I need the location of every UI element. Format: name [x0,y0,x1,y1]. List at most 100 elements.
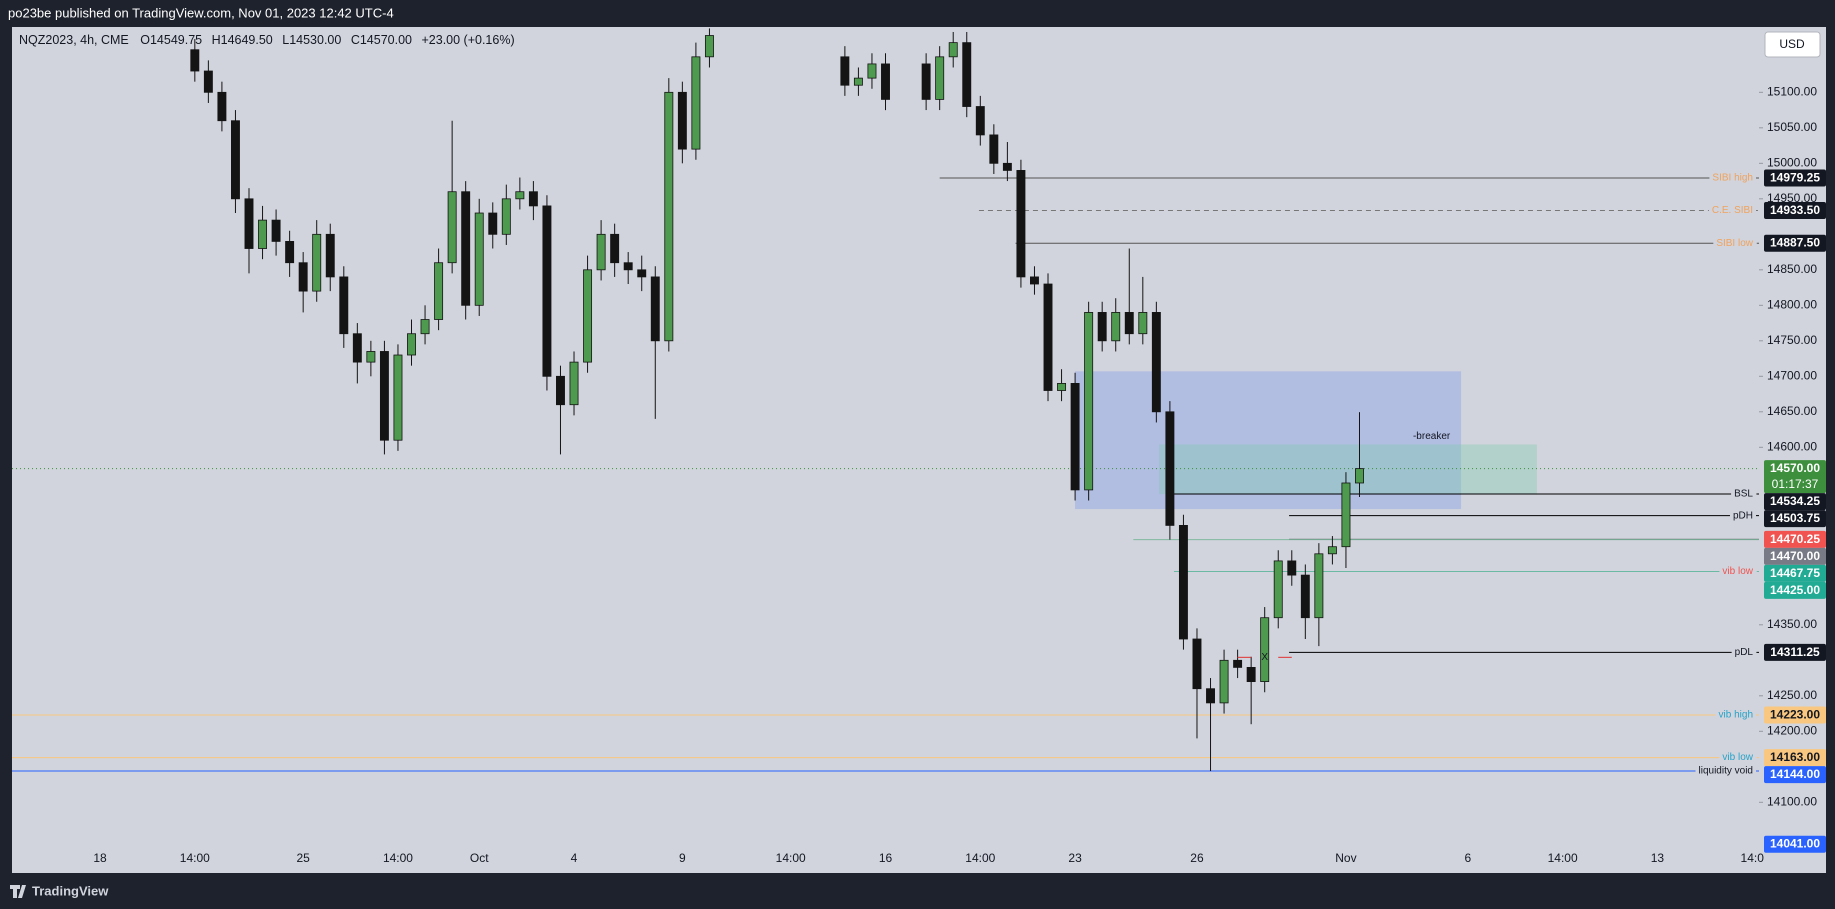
y-tick-label: 14650.00 [1767,404,1817,418]
price-box-label: 14570.00 [1770,461,1820,475]
y-tick-label: 14750.00 [1767,333,1817,347]
high-value: H14649.50 [212,33,273,47]
y-tick-label: 14950.00 [1767,191,1817,205]
candle-body [1219,659,1229,704]
price-box [1764,706,1826,724]
candle-body [379,351,389,441]
level-label: vib low [1722,752,1753,763]
price-box-label: 14425.00 [1770,583,1820,597]
candle-body [867,63,877,79]
candle-body [203,70,213,93]
x-tick-label: 16 [879,851,893,865]
candle-body [352,333,362,363]
candle-body [1260,617,1270,683]
candle-body [1084,312,1094,491]
candle-body [664,91,674,342]
price-box [1764,460,1826,494]
candle-body [596,233,606,271]
candle-body [1206,688,1215,704]
x-tick-label: Oct [470,851,489,865]
candle-body [1341,482,1351,548]
candle-body [691,56,701,150]
y-tick-label: 15000.00 [1767,155,1817,169]
x-tick-label: 9 [679,851,686,865]
candle-body [881,63,890,100]
candle-body [677,91,687,150]
level-label: SIBI high [1712,173,1753,184]
price-box-label: 14534.25 [1770,494,1820,508]
change-value: +23.00 (+0.16%) [421,33,514,47]
candle-body [962,42,972,107]
candle-body [298,262,308,292]
brand: TradingView [32,883,109,898]
level-label-bg [1709,172,1756,184]
y-tick-label: 14600.00 [1767,439,1817,453]
candle-body [1314,553,1324,619]
level-label-bg [1719,566,1757,578]
candle-body [420,319,430,335]
price-box-label: 14223.00 [1770,707,1820,721]
level-label: C.E. SIBI [1712,205,1753,216]
price-box-label: 14163.00 [1770,750,1820,764]
currency[interactable]: USD [1779,37,1805,51]
candle-body [366,351,376,363]
candle-body [1043,283,1053,391]
candle-body [650,276,660,342]
candle-body [1151,312,1161,413]
candle-body [528,191,538,207]
annotation: X [1261,652,1268,663]
level-label: liquidity void [1699,766,1753,777]
candle-body [704,35,714,58]
candle-body [1178,525,1188,640]
candle-body [1057,383,1067,391]
x-tick-label: Nov [1335,851,1356,865]
symbol: NQZ2023, 4h, CME [19,33,129,47]
x-tick-label: 6 [1464,851,1471,865]
candle-body [542,205,552,377]
price-box [1764,493,1826,511]
level-label: vib high [1719,710,1753,721]
candle-body [1192,638,1202,690]
candle-body [271,219,281,242]
candle-body [935,56,945,100]
close-value: C14570.00 [351,33,412,47]
y-tick-label: 14100.00 [1767,794,1817,808]
candle-body [312,233,322,292]
candle-body [1030,276,1039,285]
symbol-legend: NQZ2023, 4h, CME O14549.75 H14649.50 L14… [19,33,515,47]
candle-body [474,212,484,306]
chart-panel [12,27,1826,873]
price-box-label: 14144.00 [1770,767,1820,781]
candle-body [637,269,647,278]
candle-body [325,233,335,278]
price-box [1764,510,1826,528]
level-label-bg [1713,237,1757,249]
y-tick-label: 14200.00 [1767,723,1817,737]
level-label: vib low [1722,566,1753,577]
candle-body [569,361,579,406]
price-box [1764,766,1826,784]
candle-body [407,333,416,356]
level-label-bg [1729,510,1756,522]
candle-body [230,120,240,200]
level-label-bg [1715,709,1756,721]
candle-body [285,241,295,264]
candle-body [975,106,985,136]
x-tick-label: 14:00 [180,851,210,865]
currency-button[interactable] [1764,31,1821,58]
y-tick-label: 14250.00 [1767,688,1817,702]
price-box [1764,234,1826,252]
candle-body [1111,312,1121,342]
candle-body [556,375,565,406]
candle-body [339,276,349,335]
price-box-label: 14503.75 [1770,511,1820,525]
level-label: pDH [1733,510,1753,521]
price-box-label: 14887.50 [1770,236,1820,250]
y-tick-label: 14700.00 [1767,368,1817,382]
candle-body [1287,560,1297,576]
candle-body [1097,312,1107,342]
candle-body [1355,468,1364,484]
open-value: O14549.75 [140,33,202,47]
y-tick-label: 14800.00 [1767,297,1817,311]
